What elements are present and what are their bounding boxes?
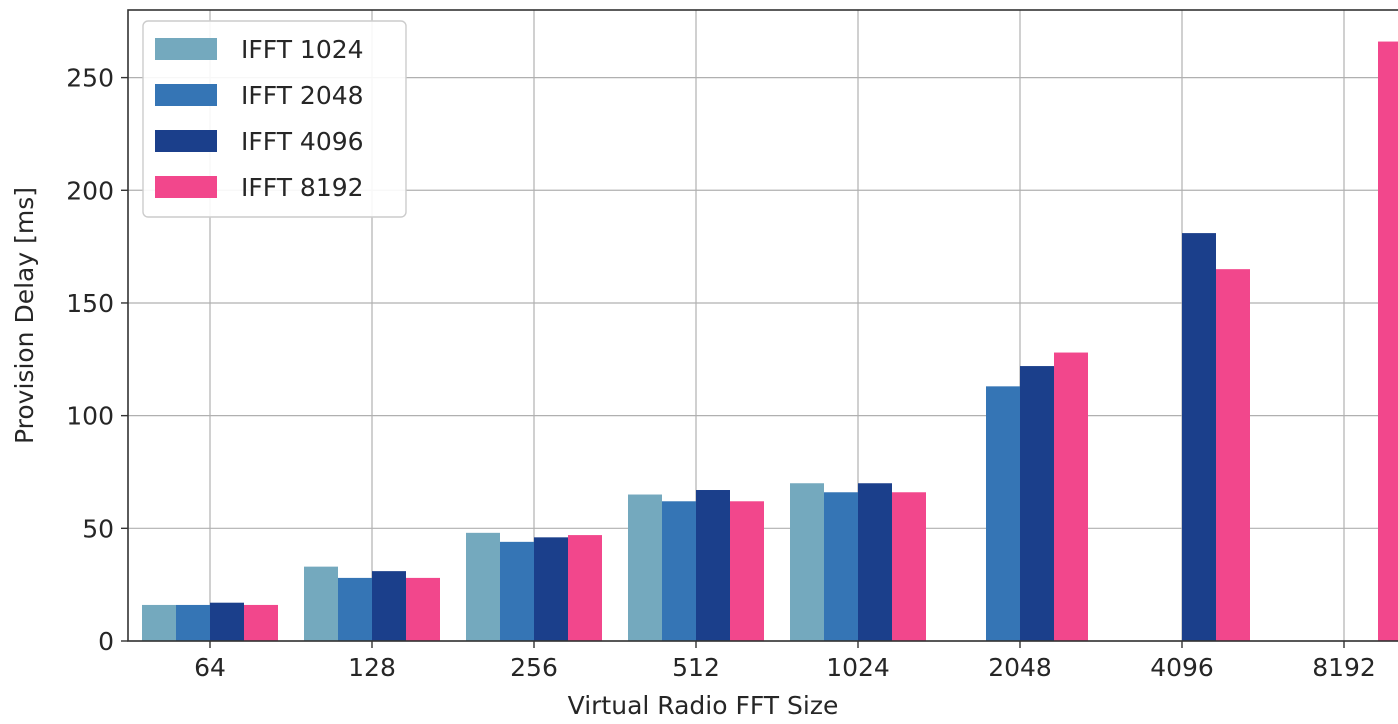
bar bbox=[1020, 366, 1054, 641]
bar bbox=[534, 537, 568, 641]
y-tick-label: 100 bbox=[66, 402, 114, 431]
bar bbox=[892, 492, 926, 641]
bar bbox=[824, 492, 858, 641]
bar bbox=[304, 566, 338, 641]
x-tick-label: 256 bbox=[510, 653, 558, 682]
x-tick-label: 8192 bbox=[1312, 653, 1376, 682]
bar bbox=[466, 532, 500, 641]
bars bbox=[142, 41, 1398, 642]
bar bbox=[338, 577, 372, 641]
axis-ticks: 0 50 100 150 200 250 64 128 256 512 1024 2048 4096 81… bbox=[66, 64, 1376, 682]
x-tick-label: 512 bbox=[672, 653, 720, 682]
legend-swatch bbox=[155, 84, 217, 106]
y-tick-label: 250 bbox=[66, 64, 114, 93]
legend-swatch bbox=[155, 38, 217, 60]
bar bbox=[568, 535, 602, 641]
bar bbox=[1216, 269, 1250, 641]
bar bbox=[730, 501, 764, 641]
legend-box bbox=[142, 20, 407, 218]
y-tick-label: 150 bbox=[66, 289, 114, 318]
bar bbox=[1182, 233, 1216, 641]
x-tick-label: 4096 bbox=[1150, 653, 1214, 682]
x-tick-label: 64 bbox=[194, 653, 226, 682]
x-axis-label: Virtual Radio FFT Size bbox=[568, 691, 839, 720]
bar bbox=[696, 490, 730, 641]
bar bbox=[1054, 352, 1088, 641]
bar bbox=[790, 483, 824, 641]
bar bbox=[1378, 41, 1398, 642]
bar bbox=[500, 541, 534, 641]
bar bbox=[372, 571, 406, 641]
x-tick-label: 128 bbox=[348, 653, 396, 682]
y-tick-label: 200 bbox=[66, 176, 114, 205]
legend-swatch bbox=[155, 176, 217, 198]
bar bbox=[406, 577, 440, 641]
legend-label: IFFT 2048 bbox=[241, 81, 364, 110]
legend-label: IFFT 1024 bbox=[241, 35, 364, 64]
y-tick-label: 0 bbox=[98, 627, 114, 656]
bar bbox=[142, 604, 176, 641]
x-tick-label: 2048 bbox=[988, 653, 1052, 682]
bar bbox=[986, 386, 1020, 641]
legend-label: IFFT 4096 bbox=[241, 127, 364, 156]
bar bbox=[176, 604, 210, 641]
bar bbox=[210, 602, 244, 641]
y-tick-label: 50 bbox=[82, 514, 114, 543]
bar bbox=[662, 501, 696, 641]
bar bbox=[244, 604, 278, 641]
legend-label: IFFT 8192 bbox=[241, 173, 364, 202]
bar bbox=[628, 494, 662, 641]
bar bbox=[858, 483, 892, 641]
y-axis-label: Provision Delay [ms] bbox=[10, 187, 39, 444]
x-tick-label: 1024 bbox=[826, 653, 890, 682]
legend-swatch bbox=[155, 130, 217, 152]
legend: IFFT 1024 IFFT 2048 IFFT 4096 IFFT 8192 bbox=[142, 20, 407, 218]
plot-frame bbox=[127, 9, 1398, 642]
